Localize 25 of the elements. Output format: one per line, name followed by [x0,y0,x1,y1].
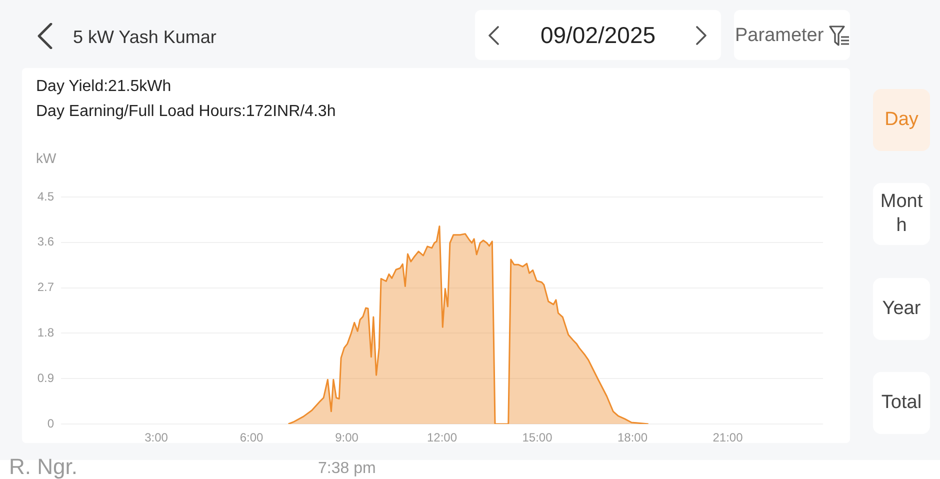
y-tick-label: 4.5 [37,189,54,204]
text: Month [879,190,924,238]
chart-title: 5 kW Yash Kumar [73,27,216,48]
text: R. Ngr. [9,454,78,479]
text: Total [880,391,923,415]
y-tick-label: 2.7 [37,280,54,294]
y-tick-label: 3.6 [37,234,54,249]
x-tick-label: 15:00 [522,430,553,445]
y-tick-label: 0 [47,416,54,430]
text: Day Yield:21.5kWh [36,78,172,96]
x-tick-label: 21:00 [712,430,744,445]
y-tick-label: 1.8 [37,326,54,340]
y-axis-title: kW [36,150,57,166]
text: Day [884,108,920,132]
x-tick-label: 9:00 [335,430,359,445]
x-tick-label: 12:00 [426,430,458,445]
text: Day Earning/Full Load Hours:172INR/4.3h [36,103,336,121]
x-tick-label: 18:00 [617,430,648,445]
chart-subtitle: 09/02/2025 [539,22,657,49]
y-tick-label: 0.9 [37,370,54,385]
x-tick-label: 6:00 [240,430,264,445]
x-tick-label: 3:00 [144,430,168,445]
text: 7:38 pm [318,460,376,477]
text: Year [881,297,922,321]
text: Parameter [735,25,824,47]
